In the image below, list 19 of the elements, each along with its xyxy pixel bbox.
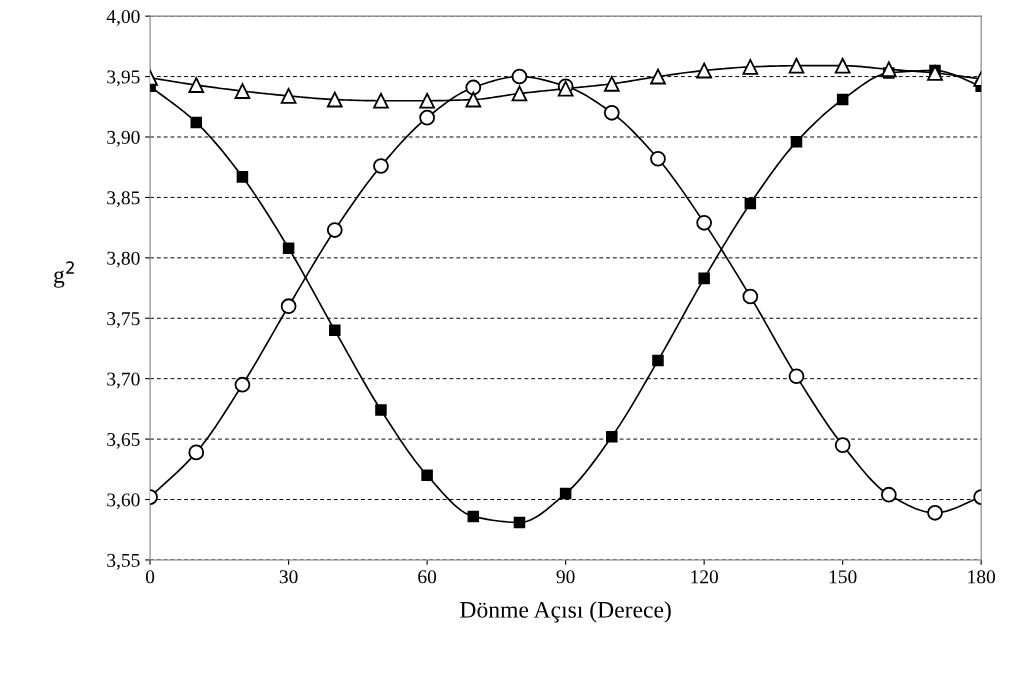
y-tick-label: 3,80 bbox=[107, 251, 140, 268]
y-axis-title: g$^{2}$ bbox=[54, 261, 74, 288]
y-tick-label: 3,85 bbox=[107, 191, 140, 208]
x-tick-label: 0 bbox=[145, 570, 155, 584]
y-tick-label: 3,60 bbox=[107, 493, 140, 510]
x-tick-label: 120 bbox=[691, 570, 718, 584]
y-tick-label: 4,00 bbox=[106, 9, 140, 26]
x-tick-label: 150 bbox=[829, 570, 857, 584]
y-tick-label: 3,55 bbox=[107, 553, 140, 570]
y-tick-label: 3,70 bbox=[107, 372, 140, 389]
x-tick-label: 60 bbox=[418, 570, 437, 584]
y-tick-label: 3,90 bbox=[107, 130, 140, 147]
y-tick-label: 3,95 bbox=[107, 70, 140, 87]
y-tick-label: 3,65 bbox=[107, 432, 140, 449]
x-tick-label: 30 bbox=[279, 570, 298, 584]
x-axis-title: Dönme Açısı (Derece) bbox=[460, 601, 671, 623]
x-tick-label: 180 bbox=[968, 570, 996, 584]
x-tick-label: 90 bbox=[556, 570, 575, 584]
y-tick-label: 3,75 bbox=[107, 312, 140, 328]
